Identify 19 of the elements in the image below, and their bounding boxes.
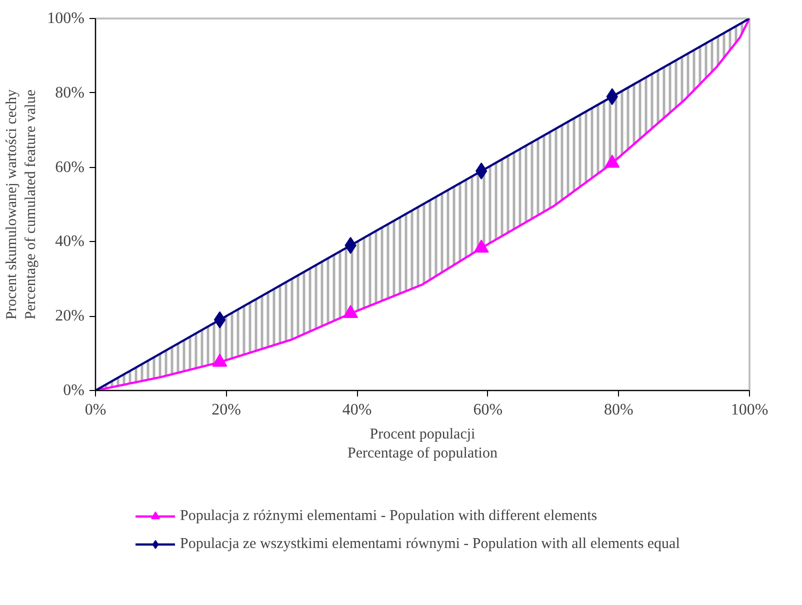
point [474,239,489,253]
point [343,304,358,318]
point [212,354,228,367]
y-tick-label: 80% [55,84,84,102]
y-tick-label: 100% [47,10,84,27]
x-tick-label: 40% [342,402,372,418]
y-tick-label: 20% [55,308,84,325]
x-axis-title: Procent populacji Percentage of population [348,426,498,462]
x-tick-label: 100% [730,402,768,418]
y-tick-label: 40% [55,233,84,250]
x-tick-label: 0% [84,402,106,418]
x-tick-label: 20% [212,402,241,418]
x-tick-label: 60% [473,402,503,418]
y-axis-title: Procent skumulowanej wartości cechy Percentage of cumulated feature value [4,88,40,320]
y-tick-label: 60% [55,158,84,176]
x-tick-label: 80% [604,402,634,418]
y-tick-label: 0% [63,382,84,399]
legend-label: Populacja ze wszystkimi elementami równymi - Population with all elements equal [180,536,680,552]
legend-label: Populacja z różnymi elementami - Population with different elements [180,508,598,524]
